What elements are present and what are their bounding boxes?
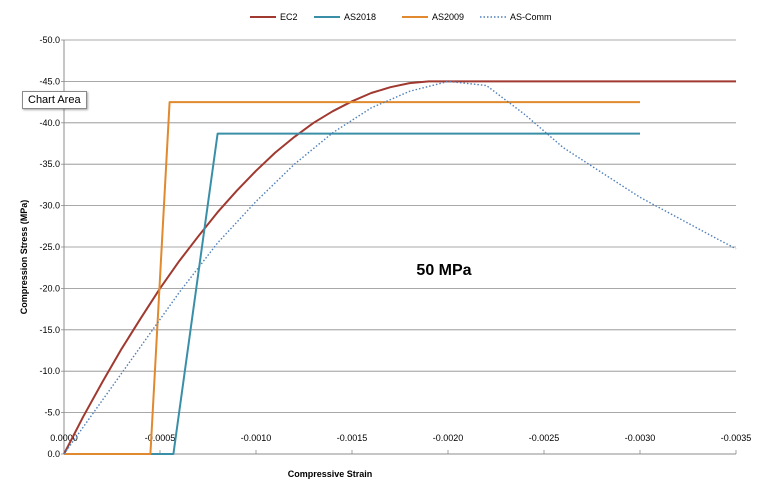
series-lines: [63, 80, 737, 455]
y-tick-label: -45.0: [39, 76, 60, 86]
x-tick-label: -0.0035: [721, 433, 752, 443]
series-line-as-comm[interactable]: [63, 80, 737, 455]
x-tick-label: -0.0015: [337, 433, 368, 443]
x-tick-label: -0.0020: [433, 433, 464, 443]
y-tick-label: -35.0: [39, 159, 60, 169]
y-tick-label: -30.0: [39, 201, 60, 211]
x-tick-label: 0.0000: [50, 433, 78, 443]
y-tick-label: -25.0: [39, 242, 60, 252]
y-tick-label: -10.0: [39, 366, 60, 376]
legend-label: EC2: [280, 12, 298, 22]
series-line-as2009[interactable]: [64, 101, 640, 455]
x-axis-title: Compressive Strain: [288, 469, 373, 479]
legend[interactable]: EC2 AS2018 AS2009 AS-Comm: [250, 12, 552, 22]
y-tick-label: -40.0: [39, 118, 60, 128]
y-tick-label: -15.0: [39, 325, 60, 335]
x-tick-label: -0.0025: [529, 433, 560, 443]
y-tick-label: -50.0: [39, 35, 60, 45]
legend-label: AS2009: [432, 12, 464, 22]
gridlines: [64, 39, 736, 414]
x-tick-label: -0.0030: [625, 433, 656, 443]
y-tick-label: -20.0: [39, 283, 60, 293]
y-tick-label: 0.0: [47, 449, 60, 459]
y-tick-label: -5.0: [44, 408, 60, 418]
series-line-ec2[interactable]: [63, 80, 736, 455]
x-tick-label: -0.0010: [241, 433, 272, 443]
series-line-as2018[interactable]: [64, 132, 640, 455]
chart-area-tooltip: Chart Area: [22, 91, 87, 109]
axes: 0.0 -5.0 -10.0 -15.0 -20.0 -25.0 -30.0 -35.0 -40…: [39, 35, 751, 459]
legend-label: AS-Comm: [510, 12, 552, 22]
legend-label: AS2018: [344, 12, 376, 22]
y-axis-title: Compression Stress (MPa): [19, 200, 29, 315]
x-tick-label: -0.0005: [145, 433, 176, 443]
chart-annotation: 50 MPa: [416, 262, 471, 279]
